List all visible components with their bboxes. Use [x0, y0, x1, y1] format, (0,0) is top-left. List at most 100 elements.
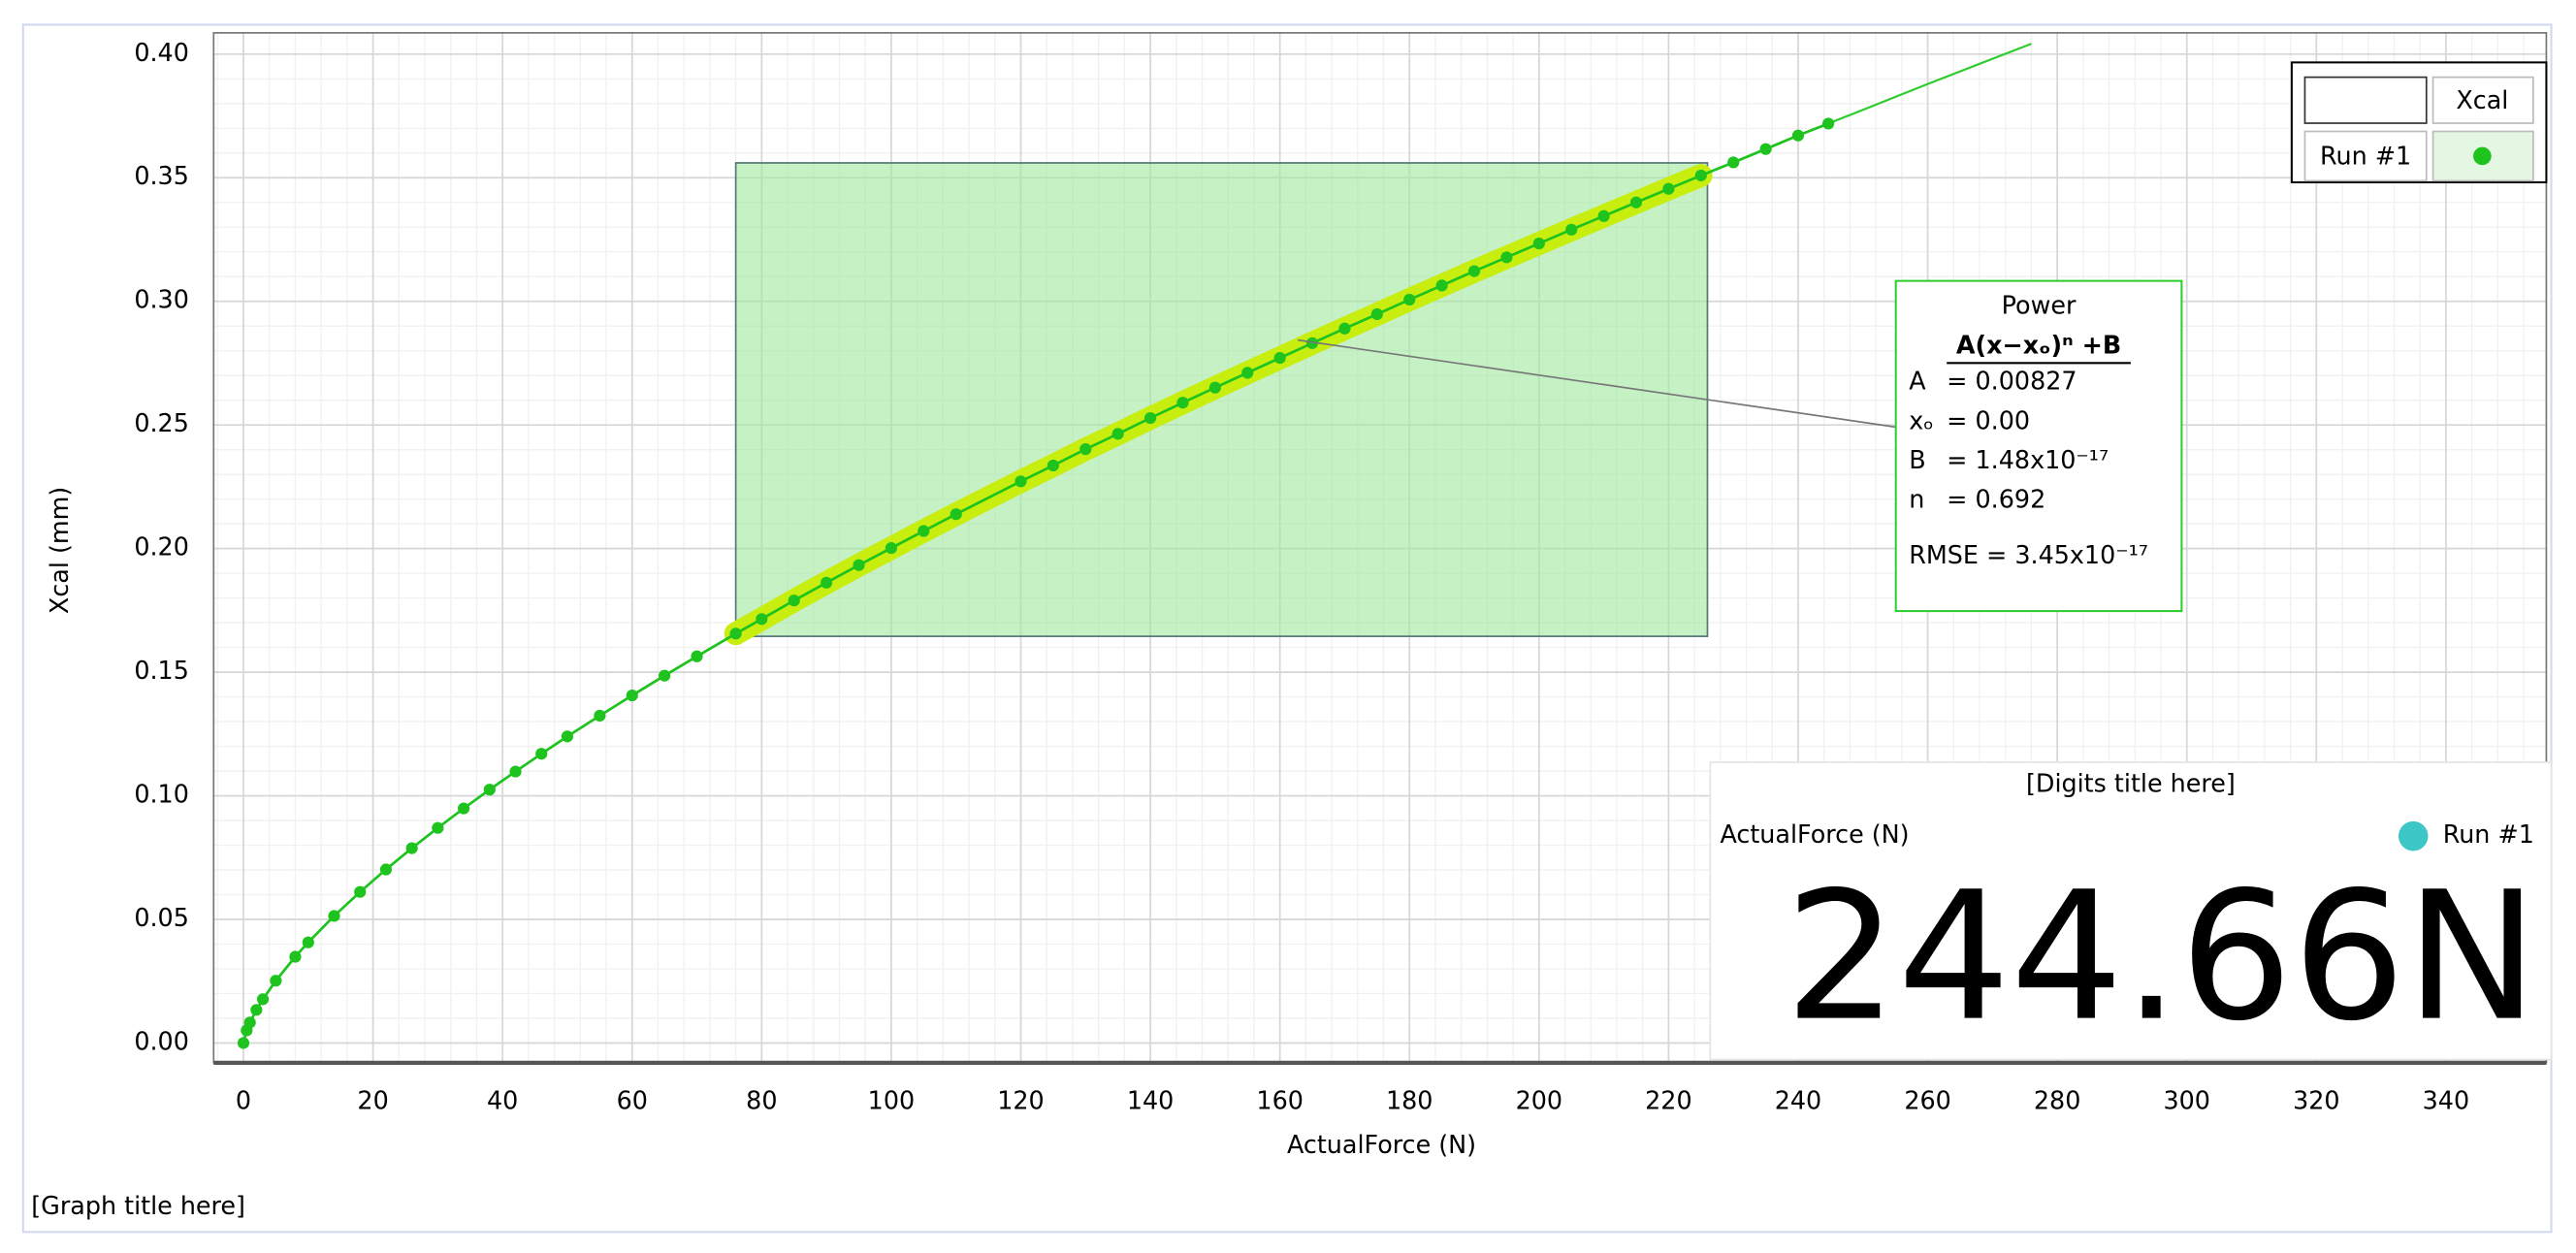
fit-param-name: B	[1909, 445, 1925, 474]
data-point	[250, 1004, 263, 1016]
fit-param-value: = 0.00827	[1947, 367, 2077, 396]
x-tick-label: 140	[1127, 1086, 1174, 1115]
x-tick-label: 60	[617, 1086, 648, 1115]
y-tick-label: 0.20	[134, 532, 189, 562]
data-point	[405, 842, 418, 854]
fit-param-value: = 0.692	[1947, 485, 2045, 514]
digits-title: [Digits title here]	[2026, 769, 2236, 798]
fit-param-name: A	[1909, 367, 1926, 396]
data-point	[1662, 182, 1675, 195]
fit-param-name: xₒ	[1909, 405, 1934, 434]
data-point	[1305, 337, 1319, 349]
y-tick-label: 0.35	[134, 161, 189, 190]
digits-panel: [Digits title here] ActualForce (N) Run …	[1709, 761, 2553, 1061]
data-point	[535, 748, 548, 760]
data-point	[270, 975, 282, 987]
fit-rmse: RMSE = 3.45x10⁻¹⁷	[1909, 540, 2148, 569]
digits-box	[1709, 761, 2553, 1061]
fit-formula: A(x−xₒ)ⁿ +B	[1956, 330, 2121, 359]
fit-box	[1894, 279, 2183, 613]
x-tick-label: 0	[236, 1086, 251, 1115]
data-point	[328, 910, 340, 922]
x-tick-label: 40	[487, 1086, 518, 1115]
digits-value: 244.66N	[1785, 854, 2538, 1061]
y-tick-label: 0.40	[134, 38, 189, 67]
x-tick-label: 340	[2423, 1086, 2469, 1115]
fit-param-value: = 1.48x10⁻¹⁷	[1947, 445, 2109, 474]
data-point	[1403, 293, 1416, 306]
digits-swatch	[2398, 820, 2429, 851]
data-point	[821, 576, 833, 589]
y-tick-label: 0.10	[134, 780, 189, 809]
data-point	[302, 936, 314, 948]
data-point	[289, 950, 302, 963]
legend: Xcal Run #1	[2290, 61, 2548, 184]
fit-param-value: = 0.00	[1947, 405, 2030, 434]
data-point	[918, 525, 930, 537]
data-point	[1629, 196, 1643, 209]
data-point	[1565, 223, 1578, 236]
x-axis-label: ActualForce (N)	[1287, 1130, 1476, 1159]
data-point	[1046, 459, 1059, 472]
data-point	[788, 594, 800, 607]
data-point	[1467, 265, 1481, 277]
legend-entry: Run #1	[2320, 142, 2411, 171]
y-tick-label: 0.30	[134, 285, 189, 314]
x-tick-label: 320	[2293, 1086, 2339, 1115]
data-point	[1014, 475, 1027, 488]
data-point	[756, 613, 768, 626]
legend-cell	[2303, 76, 2428, 124]
digits-series: Run #1	[2443, 819, 2534, 849]
data-point	[1370, 307, 1383, 321]
data-point	[1338, 322, 1351, 335]
data-point	[1241, 367, 1254, 379]
data-point	[1208, 381, 1221, 394]
data-point	[379, 863, 393, 876]
data-point	[256, 993, 270, 1006]
data-point	[853, 559, 865, 571]
x-tick-label: 160	[1256, 1086, 1303, 1115]
x-tick-label: 220	[1645, 1086, 1691, 1115]
data-point	[1694, 169, 1707, 182]
x-tick-label: 80	[746, 1086, 777, 1115]
data-point	[659, 669, 671, 682]
digits-label: ActualForce (N)	[1720, 819, 1909, 849]
data-point	[729, 627, 742, 640]
y-tick-label: 0.00	[134, 1026, 189, 1055]
data-point	[1435, 279, 1448, 292]
data-point	[885, 542, 898, 555]
data-point	[243, 1016, 256, 1029]
data-point	[1791, 129, 1805, 142]
fit-line	[1827, 43, 2032, 125]
data-point	[1727, 156, 1740, 169]
x-tick-label: 100	[868, 1086, 915, 1115]
x-tick-label: 200	[1516, 1086, 1562, 1115]
leader-line	[1298, 338, 1896, 429]
legend-cell	[2303, 130, 2428, 182]
data-point	[1111, 428, 1124, 440]
x-tick-label: 240	[1775, 1086, 1821, 1115]
fit-annotation: Power A(x−xₒ)ⁿ +B RMSE = 3.45x10⁻¹⁷ A = 0…	[1298, 279, 2183, 613]
y-axis-label: Xcal (mm)	[45, 487, 74, 614]
ticks: 0 20 40 60 80 100 120 140 160 180 200 220 240 260 280 3…	[134, 38, 2469, 1115]
fit-title: Power	[2002, 291, 2077, 320]
data-point	[354, 885, 367, 898]
legend-swatch	[2473, 146, 2492, 166]
legend-cell	[2431, 76, 2534, 124]
data-point	[457, 802, 470, 815]
legend-header: Xcal	[2456, 85, 2508, 114]
y-tick-label: 0.25	[134, 408, 189, 437]
data-point	[561, 730, 574, 743]
data-point	[691, 650, 703, 662]
data-point	[237, 1037, 250, 1049]
data-point	[1759, 143, 1772, 155]
graph-title: [Graph title here]	[31, 1191, 245, 1220]
y-tick-label: 0.05	[134, 903, 189, 932]
data-point	[1176, 397, 1189, 409]
data-point	[483, 784, 496, 796]
data-point	[432, 821, 444, 834]
plot-area	[237, 43, 2032, 1049]
data-point	[950, 508, 962, 521]
